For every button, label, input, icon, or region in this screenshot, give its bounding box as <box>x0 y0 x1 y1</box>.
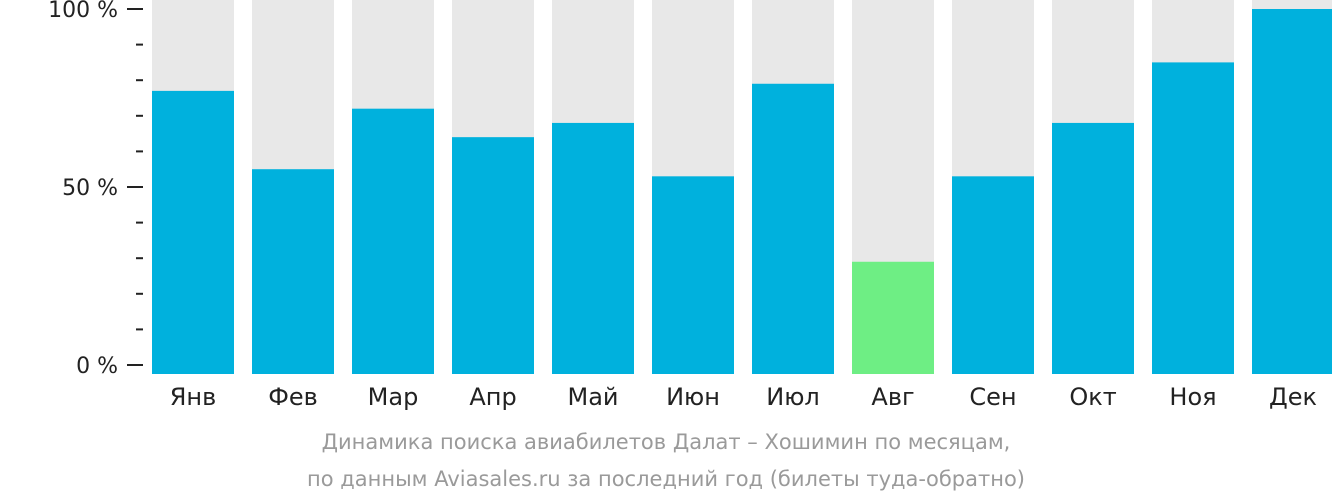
x-tick-label: Дек <box>1269 383 1317 411</box>
x-tick-label: Май <box>567 383 618 411</box>
bar-10 <box>1052 122 1134 374</box>
x-tick-label: Сен <box>969 383 1016 411</box>
bar-5 <box>552 122 634 374</box>
x-tick-label: Авг <box>871 383 914 411</box>
x-tick-label: Мар <box>368 383 419 411</box>
chart-caption-line-2: по данным Aviasales.ru за последний год … <box>307 467 1025 491</box>
y-axis: 100 % 50 % 0 % <box>48 0 143 379</box>
x-tick-label: Окт <box>1069 383 1116 411</box>
bar-6 <box>652 176 734 374</box>
x-tick-label: Ноя <box>1169 383 1216 411</box>
bar-3 <box>352 108 434 375</box>
y-tick-label: 50 % <box>62 176 118 201</box>
bar-4 <box>452 137 534 374</box>
bar-9 <box>952 176 1034 374</box>
y-tick-label: 100 % <box>48 0 118 23</box>
bar-11 <box>1152 62 1234 375</box>
bars <box>152 0 1332 375</box>
y-tick-label: 0 % <box>76 354 118 379</box>
x-tick-label: Янв <box>170 383 217 411</box>
x-tick-label: Июл <box>766 383 820 411</box>
bar-8 <box>852 261 934 374</box>
bar-2 <box>252 169 334 374</box>
bar-1 <box>152 90 234 374</box>
chart-caption-line-1: Динамика поиска авиабилетов Далат – Хоши… <box>321 430 1011 454</box>
x-axis-labels: Янв Фев Мар Апр Май Июн Июл Авг Сен Окт Ноя Дек <box>170 383 1317 411</box>
bar-chart: 100 % 50 % 0 % Янв Фев Мар Апр Май Июн Июл Авг Сен… <box>48 0 1332 411</box>
x-tick-label: Июн <box>666 383 720 411</box>
bar-7 <box>752 83 834 374</box>
x-tick-label: Апр <box>469 383 516 411</box>
bar-12 <box>1252 9 1332 374</box>
x-tick-label: Фев <box>268 383 318 411</box>
